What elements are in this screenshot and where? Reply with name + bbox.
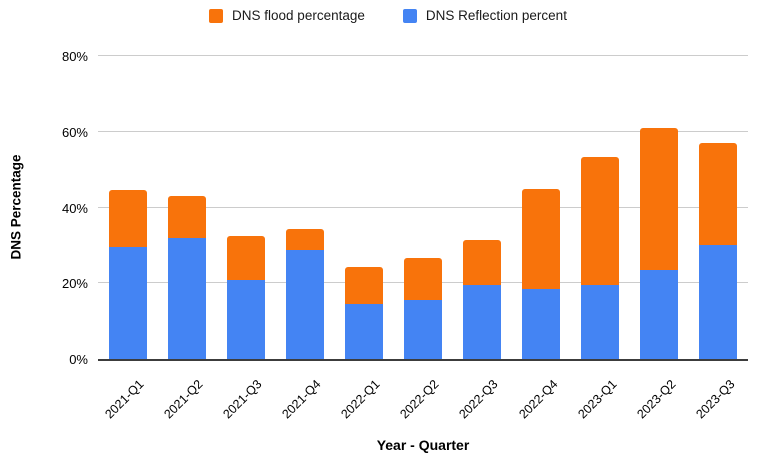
legend: DNS flood percentage DNS Reflection perc… <box>0 8 776 23</box>
y-tick-label: 20% <box>61 276 88 292</box>
bar-stack-2021-Q4 <box>285 56 324 359</box>
bar-segment-flood-2022-Q2 <box>404 257 443 300</box>
bar-segment-flood-2021-Q4 <box>285 228 324 250</box>
bar-stack-2023-Q2 <box>640 56 679 359</box>
y-tick-label: 60% <box>61 124 88 140</box>
legend-item-dns-flood: DNS flood percentage <box>209 8 365 23</box>
bar-segment-flood-2022-Q1 <box>344 266 383 305</box>
legend-swatch-flood-icon <box>209 8 224 23</box>
y-axis-title: DNS Percentage <box>8 154 24 260</box>
gridline-40 <box>98 206 748 208</box>
bar-group-2021-Q1 <box>98 56 157 359</box>
bar-group-2023-Q2 <box>630 56 689 359</box>
y-tick-label: 40% <box>61 200 88 216</box>
bar-segment-reflection-2023-Q2 <box>640 269 679 359</box>
bar-segment-flood-2021-Q1 <box>108 190 147 247</box>
bar-segment-flood-2023-Q3 <box>699 142 738 245</box>
x-tick-label-2023-Q3: 2023-Q3 <box>693 377 738 422</box>
bar-segment-reflection-2021-Q3 <box>226 279 265 359</box>
x-tick-label-2021-Q4: 2021-Q4 <box>279 377 324 422</box>
bar-segment-flood-2021-Q2 <box>167 196 206 239</box>
bar-group-2022-Q3 <box>453 56 512 359</box>
bar-group-2021-Q3 <box>216 56 275 359</box>
bar-segment-flood-2023-Q1 <box>581 157 620 286</box>
x-tick-label-2022-Q1: 2022-Q1 <box>338 377 383 422</box>
legend-item-dns-reflection: DNS Reflection percent <box>402 8 567 23</box>
bar-group-2022-Q4 <box>512 56 571 359</box>
x-axis-title: Year - Quarter <box>376 437 470 453</box>
gridline-80 <box>98 55 748 56</box>
y-tick-label: 0% <box>69 352 88 367</box>
bar-stack-2022-Q2 <box>404 56 443 359</box>
x-axis-tick-labels: 2021-Q1 2021-Q2 2021-Q3 2021-Q4 2022-Q1 2022-… <box>98 361 748 433</box>
gridline-60 <box>98 130 748 132</box>
x-tick-label-2022-Q4: 2022-Q4 <box>515 377 561 422</box>
bar-group-2022-Q1 <box>334 56 393 359</box>
bar-stack-2021-Q1 <box>108 56 147 359</box>
plot-area <box>98 55 748 361</box>
bar-segment-reflection-2022-Q4 <box>522 288 561 359</box>
bar-segment-reflection-2021-Q4 <box>285 249 324 359</box>
bar-segment-flood-2022-Q4 <box>522 188 561 289</box>
x-tick-label-2021-Q1: 2021-Q1 <box>102 377 147 422</box>
bar-segment-reflection-2023-Q3 <box>699 245 738 359</box>
bar-stack-2021-Q2 <box>167 56 206 359</box>
x-tick-label-2022-Q3: 2022-Q3 <box>456 377 502 422</box>
legend-label-dns-reflection: DNS Reflection percent <box>425 8 567 23</box>
bar-segment-reflection-2022-Q2 <box>404 299 443 359</box>
bar-segment-flood-2023-Q2 <box>640 128 679 270</box>
legend-swatch-reflection-icon <box>402 8 417 23</box>
bar-group-2022-Q2 <box>393 56 452 359</box>
bar-stack-2022-Q1 <box>344 56 383 359</box>
bar-stack-2023-Q3 <box>699 56 738 359</box>
bar-group-2023-Q3 <box>689 56 748 359</box>
x-tick-label-2022-Q2: 2022-Q2 <box>397 377 442 422</box>
bar-group-2021-Q2 <box>157 56 216 359</box>
bar-segment-reflection-2021-Q2 <box>167 238 206 359</box>
bar-stack-2023-Q1 <box>581 56 620 359</box>
x-tick-label-2021-Q3: 2021-Q3 <box>220 377 265 422</box>
bar-segment-flood-2022-Q3 <box>463 240 502 285</box>
bar-segment-reflection-2021-Q1 <box>108 246 147 359</box>
bar-stack-2021-Q3 <box>226 56 265 359</box>
x-tick-label-2023-Q2: 2023-Q2 <box>634 377 679 422</box>
bar-stack-2022-Q3 <box>463 56 502 359</box>
bar-stack-2022-Q4 <box>522 56 561 359</box>
bar-group-2023-Q1 <box>571 56 630 359</box>
legend-label-dns-flood: DNS flood percentage <box>232 8 365 23</box>
bar-segment-reflection-2022-Q1 <box>344 304 383 359</box>
bar-segment-reflection-2023-Q1 <box>581 285 620 359</box>
bar-group-2021-Q4 <box>275 56 334 359</box>
bar-segment-reflection-2022-Q3 <box>463 284 502 359</box>
bar-segment-flood-2021-Q3 <box>226 236 265 280</box>
bars-container <box>98 56 748 359</box>
x-tick-label-2021-Q2: 2021-Q2 <box>161 377 206 422</box>
y-tick-label: 80% <box>61 49 88 64</box>
x-tick-label-2023-Q1: 2023-Q1 <box>574 377 620 422</box>
